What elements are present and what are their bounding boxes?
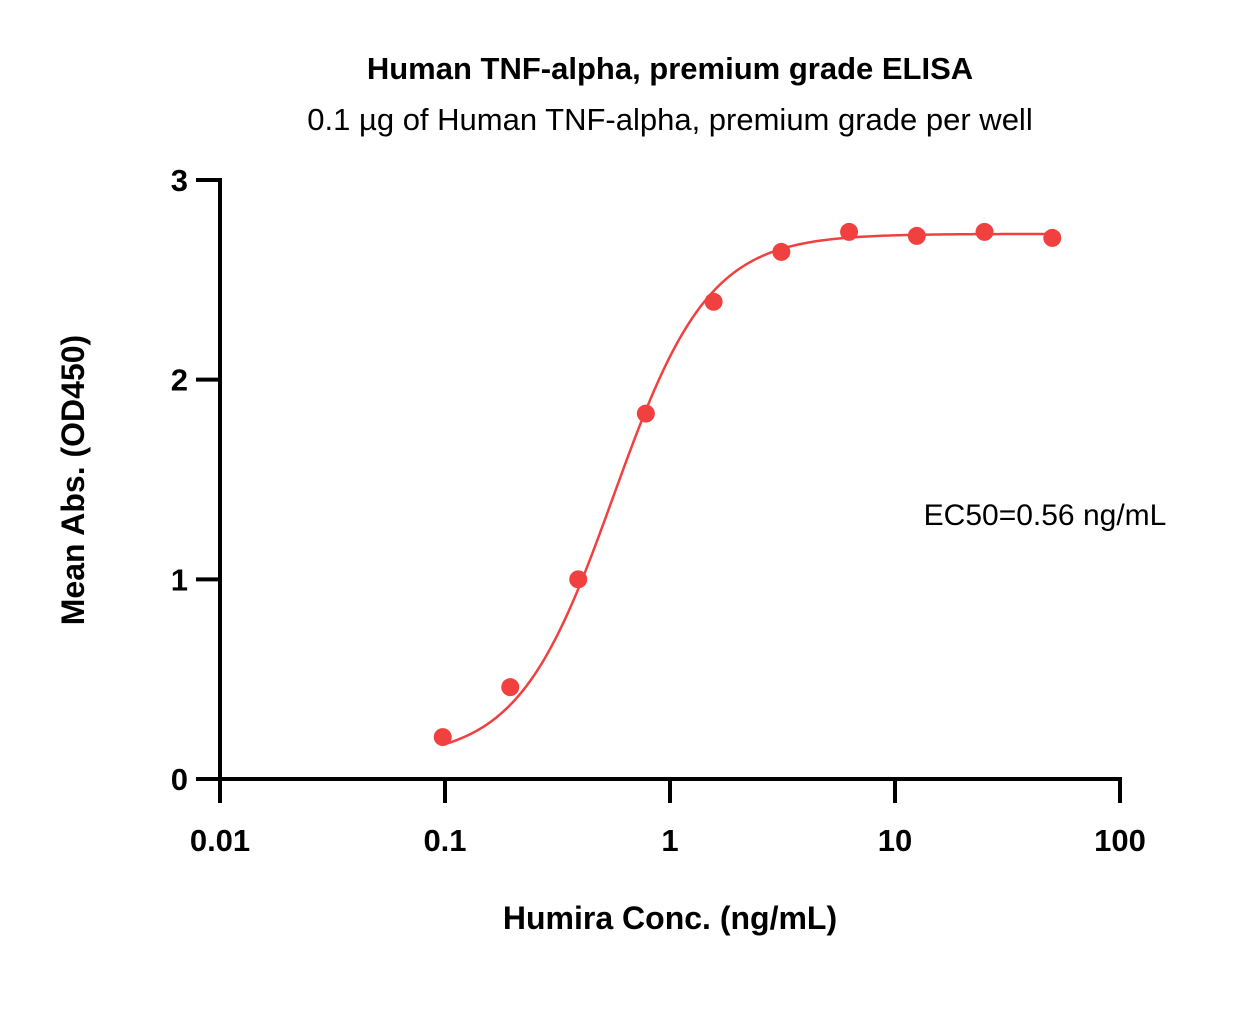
data-point bbox=[636, 404, 655, 423]
y-tick-label: 0 bbox=[171, 762, 188, 797]
y-ticks: 0 1 2 3 bbox=[171, 163, 220, 797]
data-point bbox=[569, 570, 588, 589]
x-ticks: 0.01 0.1 1 10 100 bbox=[190, 779, 1146, 858]
data-point bbox=[1043, 228, 1062, 247]
fit-curve-group bbox=[442, 232, 1053, 746]
x-tick-label: 1 bbox=[661, 823, 678, 858]
chart-subtitle: 0.1 µg of Human TNF-alpha, premium grade… bbox=[307, 102, 1032, 137]
data-point bbox=[772, 242, 791, 261]
fit-curve bbox=[442, 232, 1053, 746]
x-tick-label: 0.01 bbox=[190, 823, 250, 858]
y-axis-label: Mean Abs. (OD450) bbox=[55, 335, 91, 625]
data-point bbox=[975, 222, 994, 241]
chart-title: Human TNF-alpha, premium grade ELISA bbox=[367, 51, 973, 86]
data-point bbox=[907, 226, 926, 245]
x-axis-label: Humira Conc. (ng/mL) bbox=[503, 900, 837, 936]
data-point bbox=[433, 728, 452, 747]
data-point bbox=[501, 678, 520, 697]
y-tick-label: 2 bbox=[171, 363, 188, 398]
data-point bbox=[840, 222, 859, 241]
x-tick-label: 100 bbox=[1094, 823, 1146, 858]
y-tick-label: 3 bbox=[171, 163, 188, 198]
x-tick-label: 0.1 bbox=[423, 823, 466, 858]
data-point bbox=[704, 292, 723, 311]
axes bbox=[218, 178, 1122, 781]
x-tick-label: 10 bbox=[878, 823, 912, 858]
data-points bbox=[433, 222, 1062, 747]
y-tick-label: 1 bbox=[171, 562, 188, 597]
ec50-annotation: EC50=0.56 ng/mL bbox=[924, 499, 1167, 532]
